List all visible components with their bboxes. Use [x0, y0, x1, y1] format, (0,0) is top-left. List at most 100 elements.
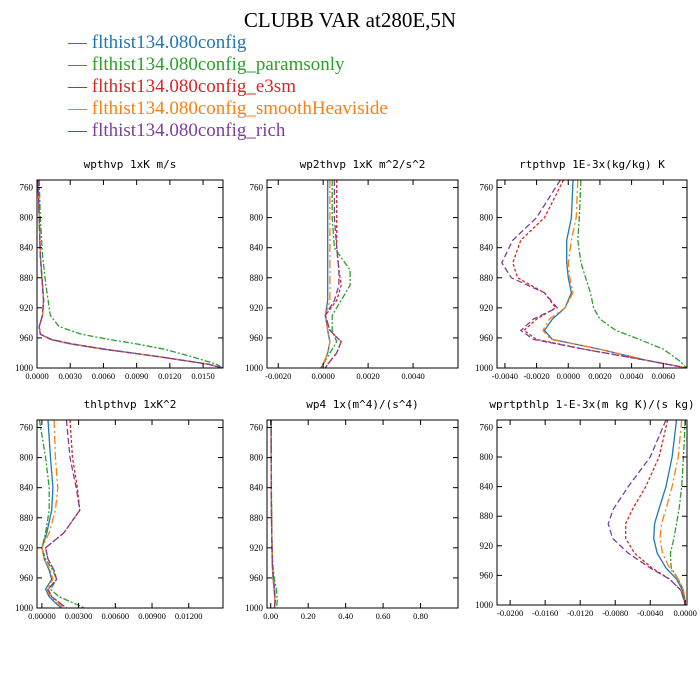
x-tick-label: 0.0000 [311, 371, 334, 381]
panel-title: thlpthvp 1xK^2 [84, 398, 177, 411]
series-group [38, 420, 85, 608]
series-line [577, 180, 687, 368]
legend-item: — flthist134.080config_e3sm [68, 76, 296, 97]
chart-panel: thlpthvp 1xK^276080084088092096010000.00… [15, 398, 224, 621]
x-tick-label: 0.0060 [92, 371, 115, 381]
y-tick-label: 920 [480, 541, 494, 551]
y-tick-label: 840 [480, 243, 494, 253]
plot-frame [36, 419, 224, 609]
x-tick-label: 0.00600 [102, 611, 130, 621]
y-tick-label: 800 [480, 213, 494, 223]
y-tick-label: 840 [250, 243, 264, 253]
chart-panel: wp2thvp 1xK m^2/s^2 760 800 840 880 920 960 100… [245, 158, 459, 381]
legend-item: — flthist134.080config [68, 32, 247, 53]
series-line [320, 180, 331, 368]
x-tick-label: -0.0200 [497, 608, 523, 618]
x-tick-label: 0.0000 [557, 371, 580, 381]
y-tick-label: 840 [20, 483, 34, 493]
x-tick-label: -0.0040 [637, 608, 663, 618]
y-tick-label: 960 [20, 573, 34, 583]
y-tick-label: 880 [250, 513, 264, 523]
series-line [625, 420, 686, 605]
series-line [512, 180, 687, 368]
series-group [270, 420, 278, 608]
y-tick-label: 840 [250, 483, 264, 493]
series-line [543, 180, 687, 368]
x-tick-label: 0.00000 [28, 611, 56, 621]
x-tick-label: 0.0090 [125, 371, 148, 381]
plot-frame [266, 179, 459, 369]
panel-title: wp2thvp 1xK m^2/s^2 [300, 158, 426, 171]
y-tick-label: 1000 [475, 363, 494, 373]
y-tick-label: 760 [250, 423, 264, 433]
plot-frame [496, 179, 688, 369]
y-tick-label: 800 [250, 213, 264, 223]
x-tick-label: 0.00300 [65, 611, 93, 621]
y-tick-label: 1000 [15, 363, 34, 373]
y-tick-label: 1000 [245, 603, 264, 613]
y-tick-label: 920 [480, 303, 494, 313]
series-line [320, 180, 331, 368]
y-tick-label: 800 [250, 453, 264, 463]
y-tick-label: 880 [480, 273, 494, 283]
y-tick-label: 800 [20, 213, 34, 223]
y-tick-label: 760 [20, 183, 34, 193]
x-tick-label: 0.0120 [158, 371, 181, 381]
y-tick-label: 920 [250, 303, 264, 313]
plot-frame [496, 419, 688, 606]
x-tick-label: 0.0060 [652, 371, 675, 381]
x-tick-label: 0.0030 [59, 371, 82, 381]
plot-frame [266, 419, 459, 609]
chart-panel: rtpthvp 1E-3x(kg/kg) K 760 800 840 880 920 960… [475, 158, 688, 381]
legend-item: — flthist134.080config_smoothHeaviside [68, 98, 388, 119]
y-tick-label: 960 [480, 570, 494, 580]
y-tick-label: 920 [20, 543, 34, 553]
x-tick-label: -0.0040 [492, 371, 518, 381]
series-line [37, 180, 223, 368]
y-tick-label: 760 [480, 183, 494, 193]
panel-title: wpthvp 1xK m/s [84, 158, 177, 171]
series-line [542, 180, 687, 368]
plot-frame [36, 179, 224, 369]
panel-title: rtpthvp 1E-3x(kg/kg) K [519, 158, 665, 171]
series-line [653, 420, 686, 605]
series-line [38, 420, 85, 608]
series-line [37, 180, 223, 368]
y-tick-label: 880 [20, 513, 34, 523]
x-tick-label: -0.0080 [602, 608, 628, 618]
panel-title: wp4 1x(m^4)/(s^4) [306, 398, 419, 411]
x-tick-label: -0.0120 [567, 608, 593, 618]
x-tick-label: 0.0000 [674, 608, 697, 618]
series-line [270, 420, 276, 608]
x-tick-label: 0.0000 [25, 371, 48, 381]
y-tick-label: 760 [480, 422, 494, 432]
x-tick-label: 0.20 [301, 611, 316, 621]
x-tick-label: -0.0160 [532, 608, 558, 618]
legend-item: — flthist134.080config_rich [68, 120, 286, 141]
series-line [607, 420, 686, 605]
y-tick-label: 1000 [475, 600, 494, 610]
y-tick-label: 1000 [15, 603, 34, 613]
x-tick-label: 0.80 [413, 611, 428, 621]
y-tick-label: 960 [20, 333, 34, 343]
series-group [320, 180, 351, 368]
y-tick-label: 760 [20, 423, 34, 433]
y-tick-label: 960 [250, 573, 264, 583]
chart-panel: wpthvp 1xK m/s76080084088092096010000.00… [15, 158, 224, 381]
series-line [320, 180, 351, 368]
series-line [41, 420, 62, 608]
y-tick-label: 800 [480, 452, 494, 462]
x-tick-label: 0.00 [263, 611, 278, 621]
x-tick-label: 0.60 [376, 611, 391, 621]
x-tick-label: -0.0020 [265, 371, 291, 381]
chart-panel: wp4 1x(m^4)/(s^4)76080084088092096010000… [245, 398, 459, 621]
y-tick-label: 1000 [245, 363, 264, 373]
x-tick-label: 0.0020 [356, 371, 379, 381]
series-line [44, 420, 81, 608]
x-tick-label: 0.0040 [401, 371, 424, 381]
series-group [37, 180, 223, 368]
x-tick-label: 0.01200 [175, 611, 203, 621]
y-tick-label: 960 [250, 333, 264, 343]
figure-title: CLUBB VAR at280E,5N [243, 8, 457, 32]
